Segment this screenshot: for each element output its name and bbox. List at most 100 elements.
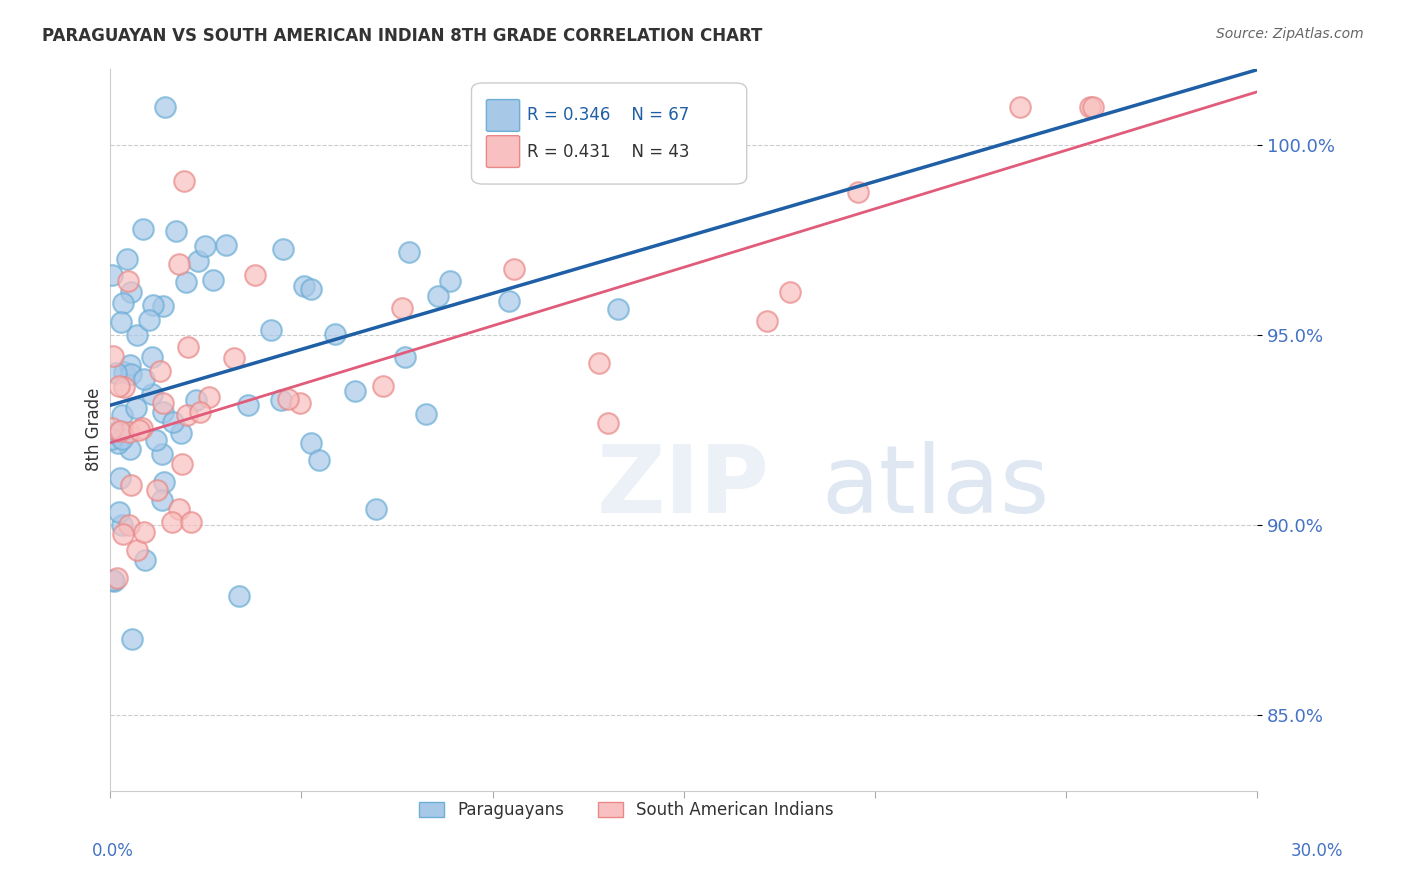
- South American Indians: [288, 396, 311, 410]
- South American Indians: [131, 421, 153, 435]
- South American Indians: [277, 392, 299, 406]
- South American Indians: [105, 571, 128, 585]
- Y-axis label: 8th Grade: 8th Grade: [86, 388, 103, 471]
- South American Indians: [1008, 99, 1031, 113]
- Paraguayans: [271, 242, 294, 256]
- South American Indians: [177, 340, 200, 354]
- Paraguayans: [121, 632, 143, 646]
- South American Indians: [125, 543, 148, 558]
- Paraguayans: [165, 224, 187, 238]
- Paraguayans: [132, 372, 155, 386]
- Legend: Paraguayans, South American Indians: Paraguayans, South American Indians: [412, 794, 841, 826]
- Paraguayans: [643, 99, 665, 113]
- Text: Source: ZipAtlas.com: Source: ZipAtlas.com: [1216, 27, 1364, 41]
- South American Indians: [846, 185, 869, 199]
- Paraguayans: [125, 401, 148, 416]
- Paraguayans: [184, 392, 207, 407]
- Paraguayans: [117, 252, 139, 267]
- Paraguayans: [152, 492, 174, 507]
- South American Indians: [779, 285, 801, 300]
- Paraguayans: [299, 436, 322, 450]
- South American Indians: [170, 457, 193, 471]
- Paraguayans: [439, 274, 461, 288]
- Paraguayans: [120, 367, 142, 381]
- South American Indians: [173, 174, 195, 188]
- Text: atlas: atlas: [821, 442, 1049, 533]
- Paraguayans: [134, 553, 156, 567]
- Paraguayans: [142, 298, 165, 312]
- Paraguayans: [260, 323, 283, 337]
- South American Indians: [112, 527, 135, 541]
- Paraguayans: [141, 387, 163, 401]
- South American Indians: [598, 417, 620, 431]
- Paraguayans: [101, 268, 124, 283]
- South American Indians: [117, 274, 139, 288]
- Paraguayans: [120, 285, 142, 300]
- Text: R = 0.431    N = 43: R = 0.431 N = 43: [526, 143, 689, 161]
- Paraguayans: [299, 282, 322, 296]
- Paraguayans: [498, 294, 520, 309]
- Paraguayans: [112, 365, 135, 379]
- South American Indians: [132, 525, 155, 540]
- South American Indians: [176, 408, 198, 422]
- Paraguayans: [138, 313, 160, 327]
- South American Indians: [152, 395, 174, 409]
- Paraguayans: [415, 407, 437, 421]
- Paraguayans: [108, 471, 131, 485]
- South American Indians: [756, 314, 779, 328]
- South American Indians: [128, 424, 150, 438]
- Paraguayans: [323, 327, 346, 342]
- Paraguayans: [101, 573, 124, 587]
- South American Indians: [180, 515, 202, 529]
- Paraguayans: [152, 405, 174, 419]
- Paraguayans: [201, 273, 224, 287]
- Paraguayans: [111, 517, 134, 532]
- South American Indians: [107, 379, 129, 393]
- South American Indians: [120, 478, 142, 492]
- Paraguayans: [170, 425, 193, 440]
- Text: 0.0%: 0.0%: [91, 842, 134, 860]
- South American Indians: [224, 351, 246, 366]
- Paraguayans: [108, 424, 131, 438]
- Paraguayans: [426, 289, 449, 303]
- Paraguayans: [127, 327, 149, 342]
- Paraguayans: [111, 408, 134, 422]
- Paraguayans: [103, 574, 125, 589]
- FancyBboxPatch shape: [471, 83, 747, 184]
- Paraguayans: [111, 296, 134, 310]
- Paraguayans: [110, 315, 132, 329]
- Paraguayans: [270, 392, 292, 407]
- FancyBboxPatch shape: [486, 100, 520, 131]
- Paraguayans: [103, 426, 125, 441]
- Paraguayans: [236, 398, 259, 412]
- Paraguayans: [194, 238, 217, 252]
- South American Indians: [188, 404, 211, 418]
- Paraguayans: [152, 299, 174, 313]
- South American Indians: [1078, 99, 1101, 113]
- Paraguayans: [141, 350, 163, 364]
- Text: ZIP: ZIP: [598, 442, 770, 533]
- South American Indians: [373, 378, 395, 392]
- South American Indians: [1081, 99, 1104, 113]
- Paraguayans: [292, 279, 315, 293]
- Paraguayans: [228, 589, 250, 603]
- Paraguayans: [108, 506, 131, 520]
- South American Indians: [167, 502, 190, 516]
- South American Indians: [169, 257, 191, 271]
- South American Indians: [145, 483, 167, 497]
- Paraguayans: [398, 245, 420, 260]
- Paraguayans: [107, 436, 129, 450]
- South American Indians: [243, 268, 266, 282]
- Paraguayans: [308, 453, 330, 467]
- Paraguayans: [101, 432, 124, 446]
- Text: PARAGUAYAN VS SOUTH AMERICAN INDIAN 8TH GRADE CORRELATION CHART: PARAGUAYAN VS SOUTH AMERICAN INDIAN 8TH …: [42, 27, 762, 45]
- Paraguayans: [105, 366, 128, 380]
- FancyBboxPatch shape: [486, 136, 520, 168]
- Paraguayans: [607, 301, 630, 316]
- Paraguayans: [120, 442, 142, 456]
- Paraguayans: [131, 221, 153, 235]
- Paraguayans: [153, 475, 176, 489]
- South American Indians: [101, 420, 124, 434]
- Text: R = 0.346    N = 67: R = 0.346 N = 67: [526, 106, 689, 125]
- South American Indians: [160, 516, 183, 530]
